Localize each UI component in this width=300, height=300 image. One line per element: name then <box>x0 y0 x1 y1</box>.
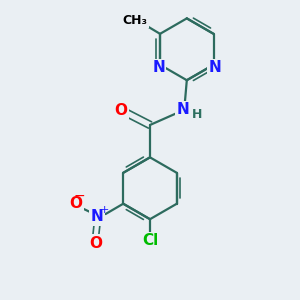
Text: O: O <box>69 196 82 211</box>
Text: −: − <box>73 188 85 203</box>
Text: Cl: Cl <box>142 233 158 248</box>
Text: N: N <box>91 209 104 224</box>
Text: CH₃: CH₃ <box>122 14 148 27</box>
Text: N: N <box>177 102 190 117</box>
Text: N: N <box>209 60 221 75</box>
Text: O: O <box>114 103 127 118</box>
Text: O: O <box>89 236 102 251</box>
Text: +: + <box>100 205 110 214</box>
Text: H: H <box>192 108 202 121</box>
Text: N: N <box>152 60 165 75</box>
